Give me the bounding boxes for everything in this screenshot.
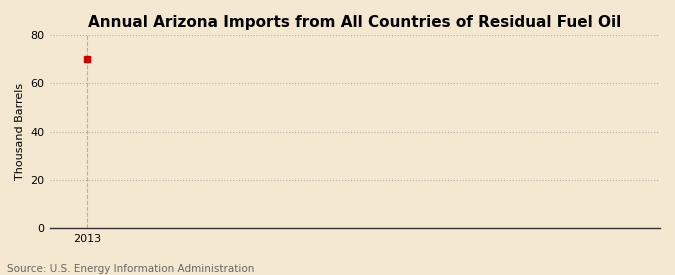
Title: Annual Arizona Imports from All Countries of Residual Fuel Oil: Annual Arizona Imports from All Countrie… [88, 15, 622, 30]
Text: Source: U.S. Energy Information Administration: Source: U.S. Energy Information Administ… [7, 264, 254, 274]
Y-axis label: Thousand Barrels: Thousand Barrels [15, 83, 25, 180]
